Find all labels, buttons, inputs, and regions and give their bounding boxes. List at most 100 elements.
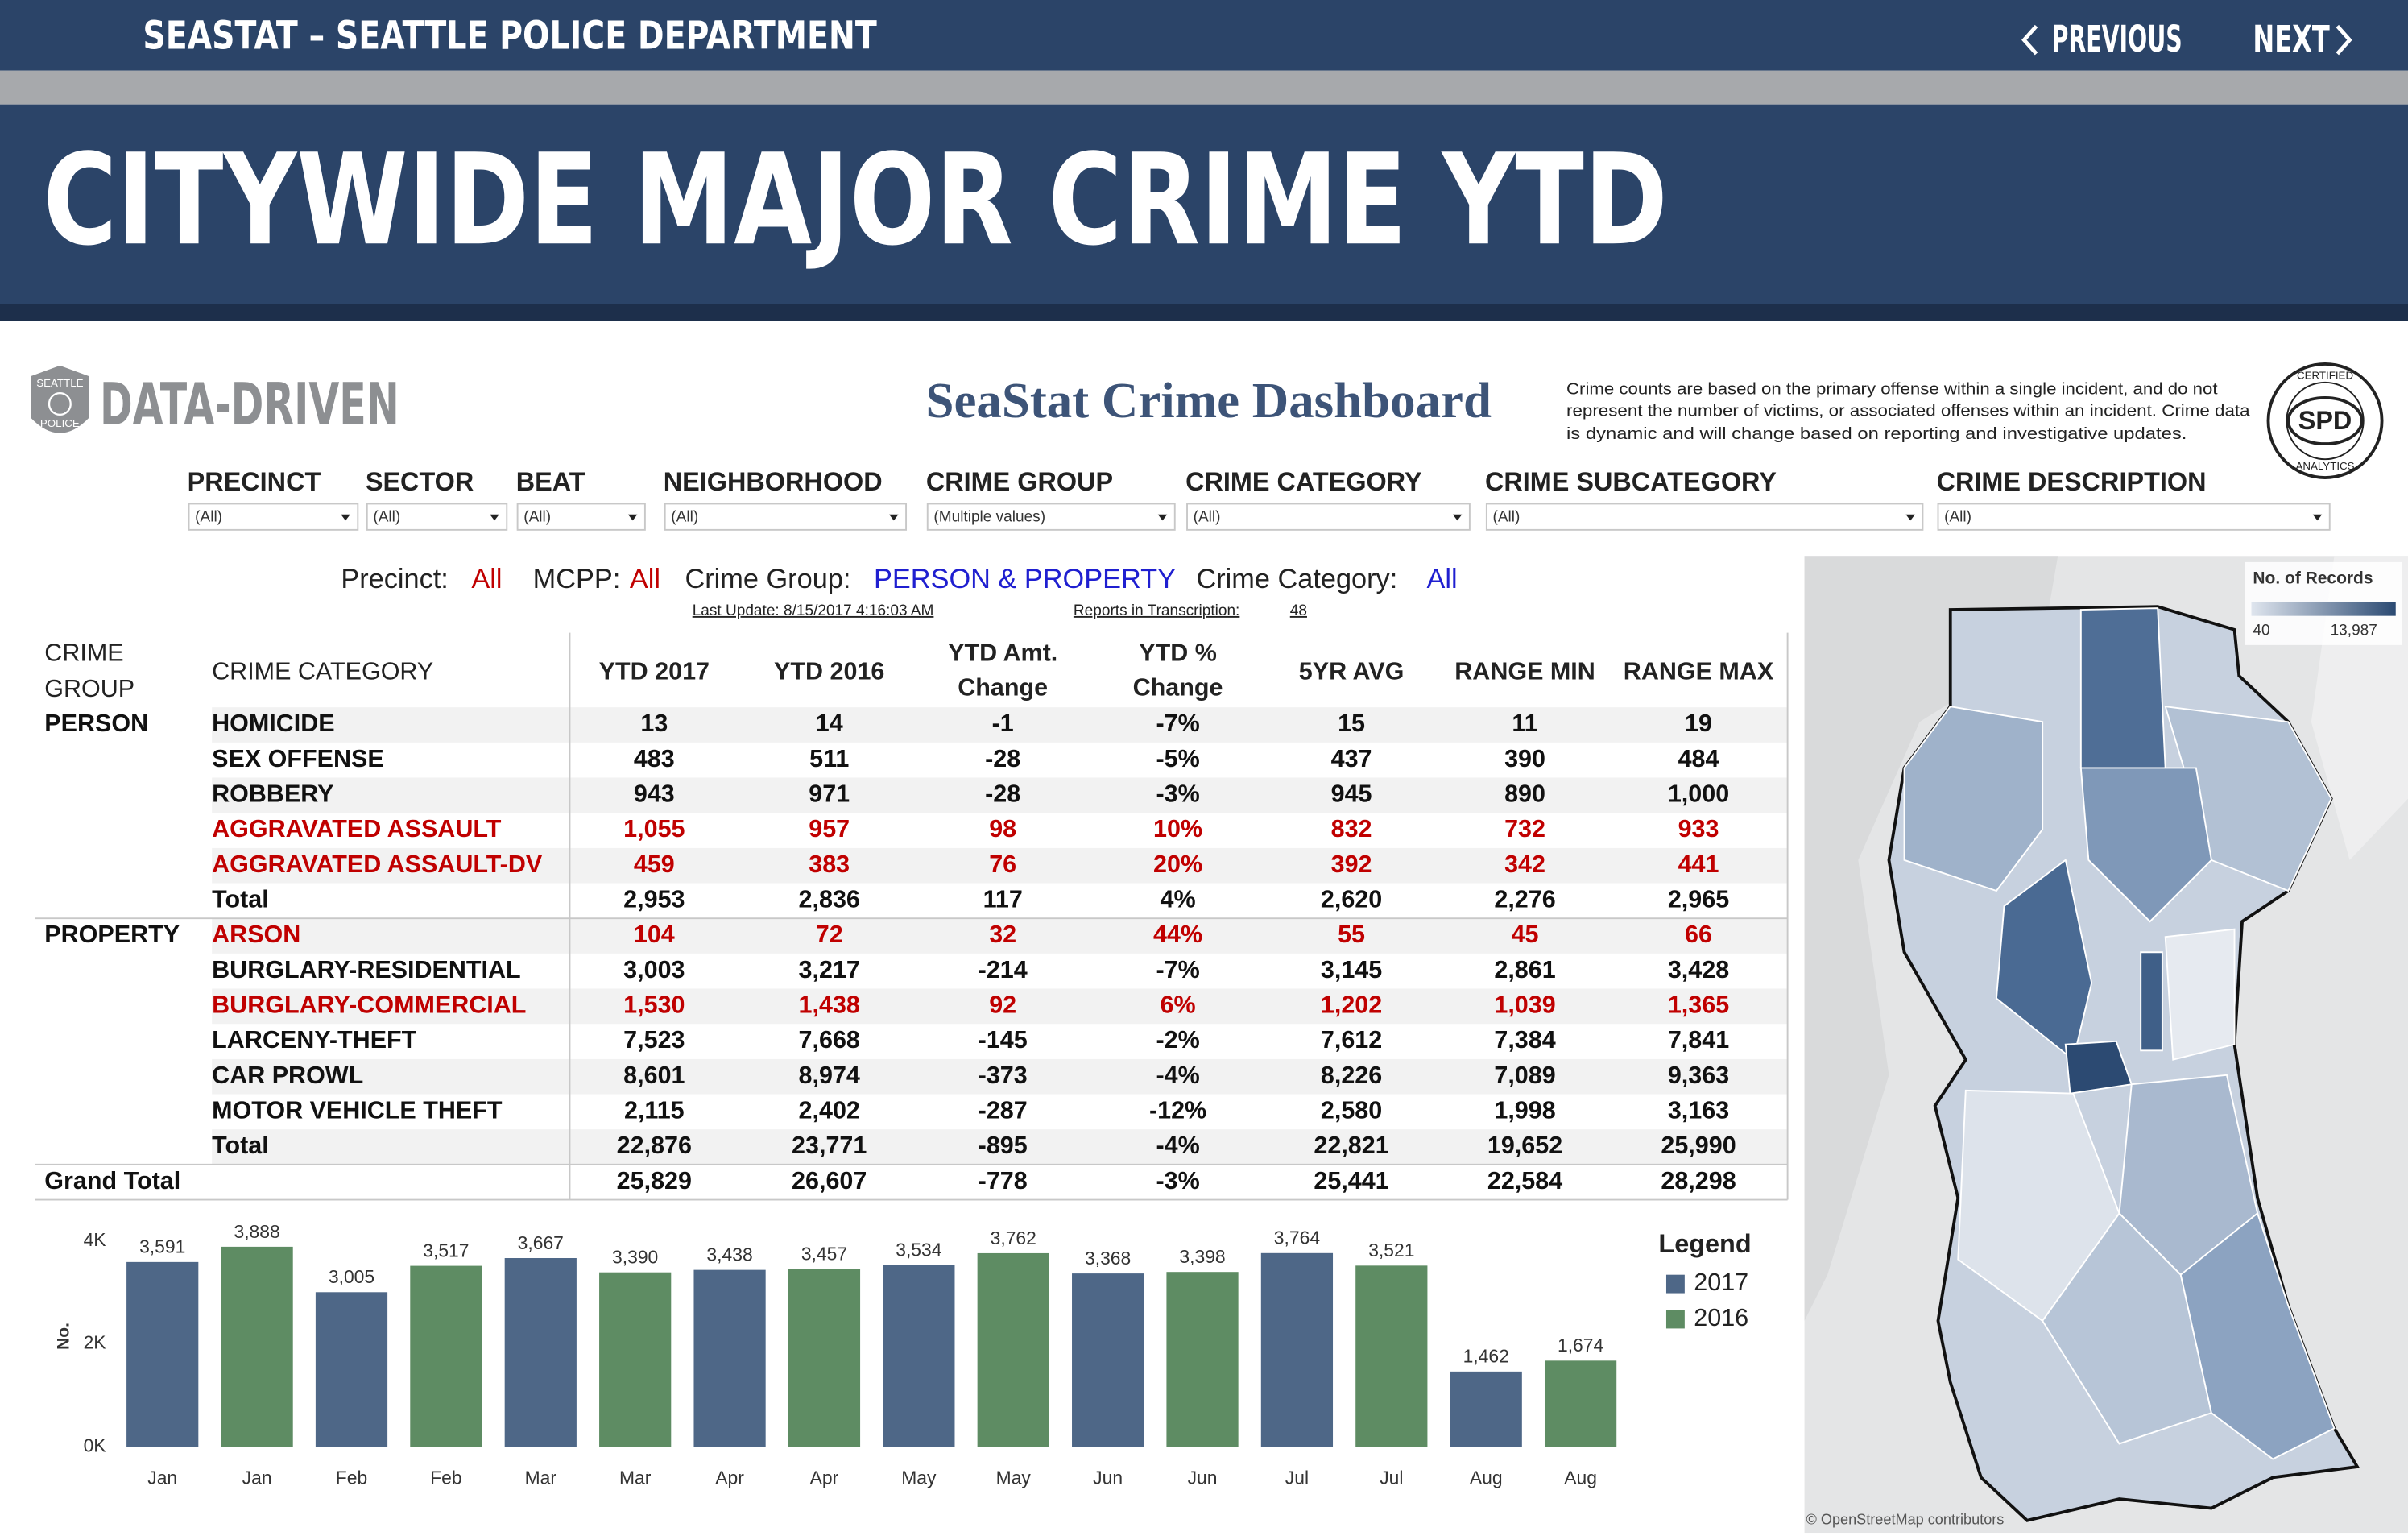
filter-dropdown[interactable] xyxy=(1186,503,1471,531)
bar[interactable] xyxy=(977,1252,1049,1447)
next-link[interactable]: NEXT xyxy=(2253,18,2329,60)
column-header: CRIME CATEGORY xyxy=(212,657,433,685)
bar[interactable] xyxy=(1544,1360,1617,1447)
filter-dropdown[interactable] xyxy=(926,503,1176,531)
previous-chevron[interactable] xyxy=(2021,24,2038,56)
bar[interactable] xyxy=(693,1269,766,1447)
badge-text: POLICE xyxy=(40,417,80,429)
map-water xyxy=(1804,556,2058,1321)
district[interactable] xyxy=(1903,706,2044,892)
table-cell: 19 xyxy=(1685,710,1712,737)
filter-dropdown[interactable] xyxy=(1937,503,2331,531)
column-header: Change xyxy=(1133,673,1223,701)
bar[interactable] xyxy=(315,1292,388,1447)
filter-value: (All) xyxy=(1194,509,1221,526)
filter-dropdown[interactable] xyxy=(366,503,508,531)
district[interactable] xyxy=(2079,607,2166,769)
next-chevron[interactable] xyxy=(2336,24,2352,56)
dropdown-arrow[interactable] xyxy=(1157,514,1168,521)
district[interactable] xyxy=(2179,1211,2336,1460)
table-cell: 342 xyxy=(1504,851,1545,878)
dropdown-arrow[interactable] xyxy=(889,514,899,521)
filter-label: NEIGHBORHOOD xyxy=(664,467,883,496)
bar[interactable] xyxy=(599,1272,672,1447)
disclaimer-line: represent the number of victims, or asso… xyxy=(1566,402,2251,420)
top-bar xyxy=(0,0,2408,71)
table-cell: 76 xyxy=(989,851,1016,878)
legend-swatch[interactable] xyxy=(1665,1274,1685,1294)
district[interactable] xyxy=(2164,928,2236,1061)
bar[interactable] xyxy=(221,1246,293,1447)
dropdown-arrow[interactable] xyxy=(1905,514,1915,521)
filter-dropdown[interactable] xyxy=(188,503,359,531)
bar-value-label: 3,457 xyxy=(801,1243,847,1264)
column-header: CRIME xyxy=(44,639,123,666)
district[interactable] xyxy=(1995,859,2093,1062)
row-band xyxy=(212,918,1788,954)
legend-swatch[interactable] xyxy=(1665,1310,1685,1329)
bar[interactable] xyxy=(1260,1252,1334,1447)
table-cell: -895 xyxy=(979,1132,1028,1159)
table-cell: -3% xyxy=(1156,1167,1199,1194)
x-tick-label: Feb xyxy=(430,1467,461,1488)
bar[interactable] xyxy=(883,1265,955,1447)
crime-group: PROPERTY xyxy=(44,921,180,948)
table-cell: 55 xyxy=(1338,921,1365,948)
table-cell: 7,841 xyxy=(1668,1026,1729,1054)
x-tick-label: May xyxy=(996,1467,1032,1488)
table-cell: 943 xyxy=(634,780,675,807)
crime-category: ARSON xyxy=(212,921,300,948)
bar[interactable] xyxy=(126,1261,199,1447)
table-cell: 11 xyxy=(1512,710,1537,737)
district[interactable] xyxy=(2140,951,2163,1052)
page-title: CITYWIDE MAJOR CRIME YTD xyxy=(43,126,1667,273)
column-header: YTD Amt. xyxy=(948,639,1057,666)
bar[interactable] xyxy=(1450,1371,1522,1447)
table-cell: 1,039 xyxy=(1494,991,1555,1018)
x-tick-label: Mar xyxy=(619,1467,652,1488)
bar[interactable] xyxy=(504,1258,577,1447)
dropdown-arrow[interactable] xyxy=(1452,514,1463,521)
crime-category: BURGLARY-COMMERCIAL xyxy=(212,991,526,1018)
dropdown-arrow[interactable] xyxy=(341,514,350,521)
table-cell: 25,829 xyxy=(617,1167,692,1194)
previous-link[interactable]: PREVIOUS xyxy=(2052,18,2183,60)
table-cell: 2,402 xyxy=(799,1096,860,1124)
table-cell: 22,821 xyxy=(1314,1132,1388,1159)
bar[interactable] xyxy=(410,1265,482,1447)
bar[interactable] xyxy=(1355,1265,1428,1447)
filter-dropdown[interactable] xyxy=(516,503,646,531)
bar[interactable] xyxy=(788,1269,861,1447)
crime-category: BURGLARY-RESIDENTIAL xyxy=(212,956,521,983)
column-header: GROUP xyxy=(44,675,134,702)
bar[interactable] xyxy=(1072,1273,1144,1447)
bar[interactable] xyxy=(1166,1272,1239,1447)
table-cell: 2,580 xyxy=(1321,1096,1382,1124)
bar-value-label: 3,762 xyxy=(991,1227,1036,1248)
filter-dropdown[interactable] xyxy=(1485,503,1924,531)
table-cell: 732 xyxy=(1504,815,1545,842)
x-tick-label: Apr xyxy=(810,1467,839,1488)
dropdown-arrow[interactable] xyxy=(490,514,499,521)
table-cell: 3,163 xyxy=(1668,1096,1729,1124)
district[interactable] xyxy=(2079,767,2212,923)
x-tick-label: Jun xyxy=(1093,1467,1123,1488)
table-cell: -778 xyxy=(979,1167,1028,1194)
dropdown-arrow[interactable] xyxy=(627,514,638,521)
dropdown-arrow[interactable] xyxy=(2312,514,2323,521)
map-legend-min: 40 xyxy=(2253,623,2269,640)
table-cell: 117 xyxy=(983,885,1023,913)
gray-band xyxy=(0,70,2408,105)
table-cell: 383 xyxy=(809,851,850,878)
reports-value[interactable]: 48 xyxy=(1290,602,1307,619)
title-band xyxy=(0,104,2408,308)
filter-dropdown[interactable] xyxy=(664,503,908,531)
column-header: YTD 2017 xyxy=(599,657,710,685)
badge-emblem xyxy=(48,392,72,416)
map-attribution: © OpenStreetMap contributors xyxy=(1806,1512,2005,1528)
map xyxy=(1804,556,2408,1534)
disclaimer-line: Crime counts are based on the primary of… xyxy=(1566,381,2218,399)
table-cell: 2,115 xyxy=(624,1096,685,1124)
table-cell: 890 xyxy=(1504,780,1545,807)
filter-label: BEAT xyxy=(516,467,585,496)
